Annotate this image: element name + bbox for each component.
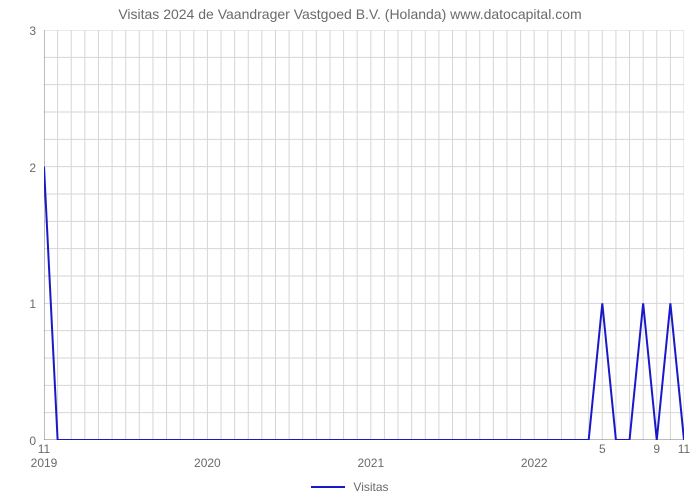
x-axis-month-label: 9 (645, 442, 669, 456)
x-axis-month-label: 11 (672, 442, 696, 456)
legend-line-icon (311, 486, 345, 488)
x-axis-year-label: 2022 (510, 456, 558, 470)
chart-container: Visitas 2024 de Vaandrager Vastgoed B.V.… (0, 0, 700, 500)
y-axis-label: 2 (29, 161, 36, 175)
plot-area (44, 30, 684, 440)
y-axis-label: 1 (29, 297, 36, 311)
legend: Visitas (0, 480, 700, 494)
x-axis-month-label: 5 (590, 442, 614, 456)
x-axis-year-label: 2020 (183, 456, 231, 470)
legend-label: Visitas (353, 480, 388, 494)
chart-title: Visitas 2024 de Vaandrager Vastgoed B.V.… (0, 6, 700, 22)
x-axis-year-label: 2019 (20, 456, 68, 470)
x-axis-month-label: 11 (32, 442, 56, 456)
x-axis-year-label: 2021 (347, 456, 395, 470)
y-axis-label: 3 (29, 24, 36, 38)
chart-svg (44, 30, 684, 440)
